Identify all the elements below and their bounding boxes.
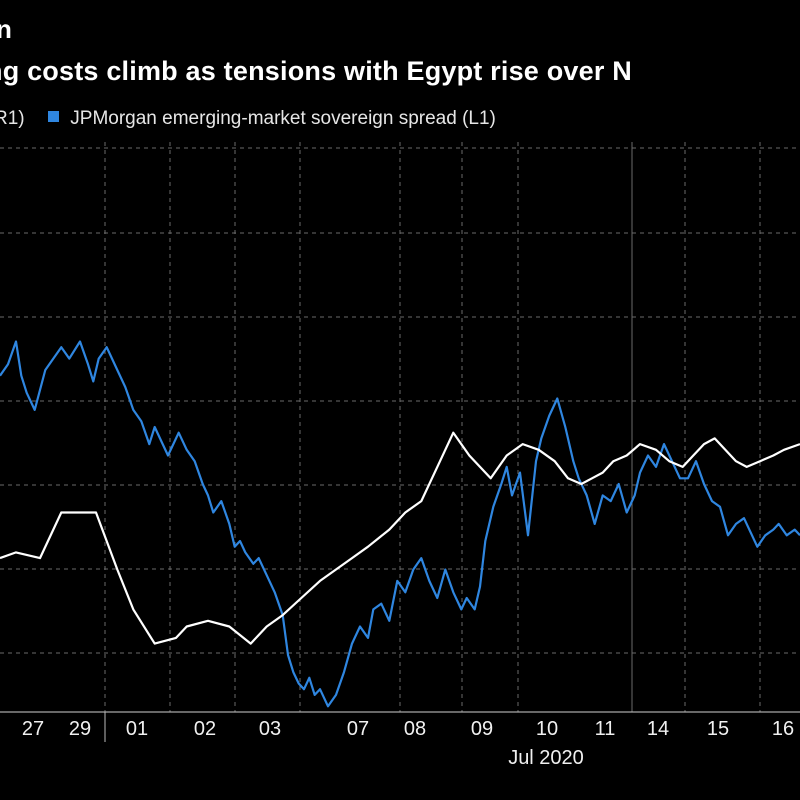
- x-tick-label: 29: [69, 718, 91, 740]
- chart-subtitle: ng costs climb as tensions with Egypt ri…: [0, 56, 632, 86]
- x-tick-label: 03: [259, 718, 281, 740]
- legend-label-r1: R1): [0, 108, 25, 129]
- x-tick-label: 27: [22, 718, 44, 740]
- legend-item-r1: R1): [0, 108, 25, 130]
- x-tick-label: 15: [707, 718, 729, 740]
- chart-title: n: [0, 14, 12, 44]
- x-tick-label: 02: [194, 718, 216, 740]
- x-tick-label: 14: [647, 718, 669, 740]
- x-tick-label: 16: [772, 718, 794, 740]
- x-tick-label: 08: [404, 718, 426, 740]
- legend-item-jpmorgan-spread: JPMorgan emerging-market sovereign sprea…: [48, 108, 496, 130]
- x-tick-label: 09: [471, 718, 493, 740]
- legend-label-jpmorgan-spread: JPMorgan emerging-market sovereign sprea…: [70, 108, 496, 129]
- x-tick-label: 10: [536, 718, 558, 740]
- x-tick-label: 07: [347, 718, 369, 740]
- series-line-r1: [0, 431, 800, 645]
- legend-swatch-blue-square: [48, 111, 59, 123]
- series-line-jpmorgan-spread: [0, 340, 800, 708]
- x-group-label: Jul 2020: [508, 747, 584, 769]
- x-tick-label: 11: [595, 718, 616, 740]
- x-tick-label: 01: [126, 718, 148, 740]
